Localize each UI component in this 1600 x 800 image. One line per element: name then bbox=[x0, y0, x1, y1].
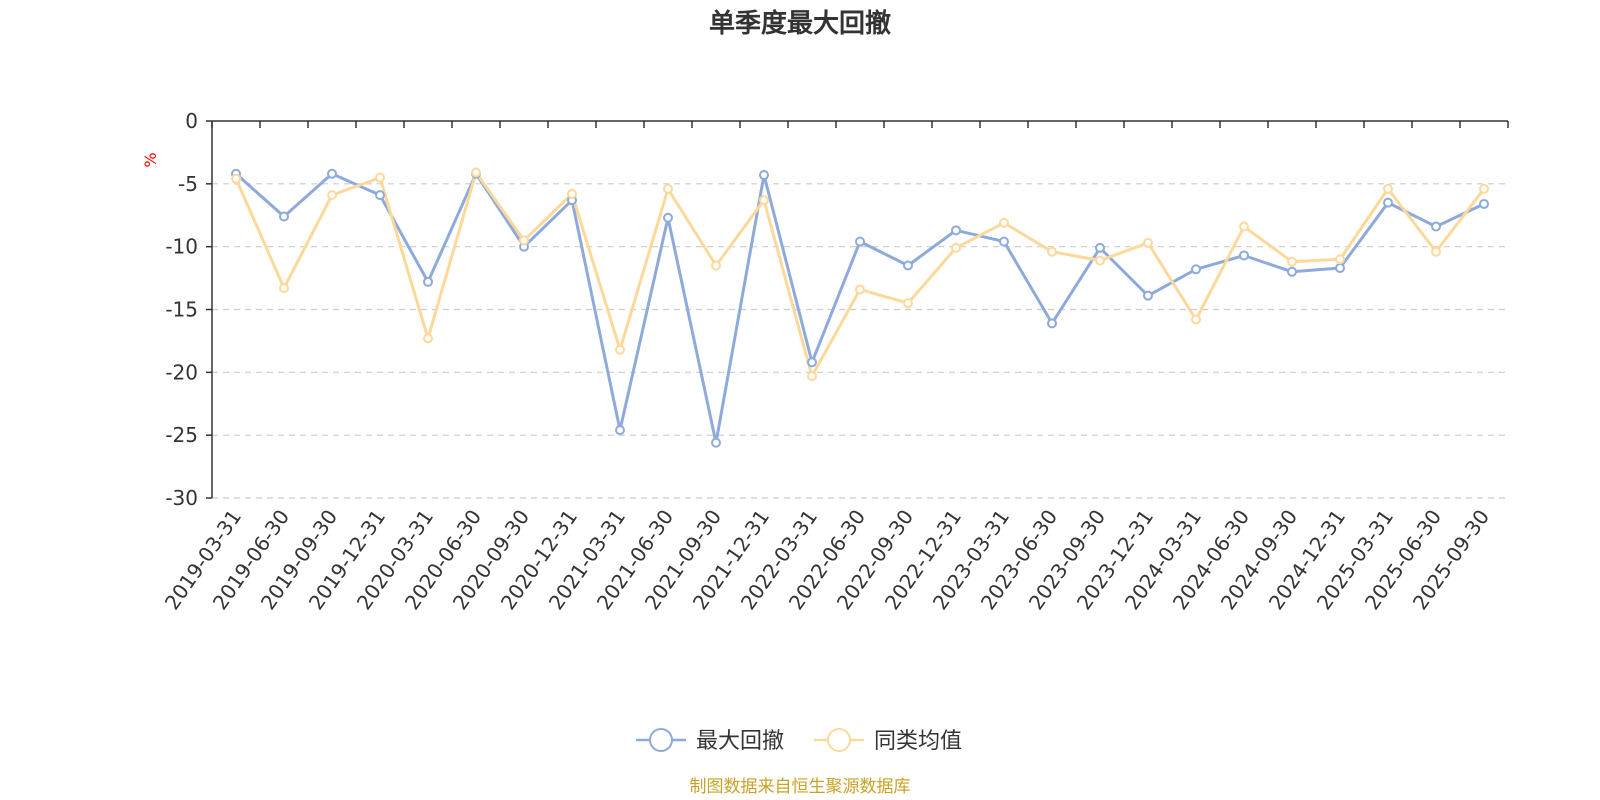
y-tick-label: -30 bbox=[165, 486, 198, 510]
data-point[interactable] bbox=[759, 195, 769, 206]
data-point[interactable] bbox=[423, 333, 433, 344]
data-point[interactable] bbox=[1431, 246, 1441, 257]
data-point[interactable] bbox=[1191, 264, 1201, 275]
data-point[interactable] bbox=[231, 173, 241, 184]
grid-lines bbox=[212, 183, 1508, 499]
data-point[interactable] bbox=[1335, 254, 1345, 265]
data-point[interactable] bbox=[711, 260, 721, 271]
data-source-note: 制图数据来自恒生聚源数据库 bbox=[690, 777, 911, 797]
data-point[interactable] bbox=[807, 371, 817, 382]
data-point[interactable] bbox=[807, 357, 817, 368]
data-point[interactable] bbox=[519, 235, 529, 246]
data-point[interactable] bbox=[903, 298, 913, 309]
chart-title: 单季度最大回撤 bbox=[709, 8, 891, 39]
data-point[interactable] bbox=[1335, 263, 1345, 274]
data-point[interactable] bbox=[615, 425, 625, 436]
data-point[interactable] bbox=[1239, 221, 1249, 232]
data-point[interactable] bbox=[1143, 290, 1153, 301]
data-point[interactable] bbox=[1287, 256, 1297, 267]
data-point[interactable] bbox=[615, 344, 625, 355]
y-tick-label: -10 bbox=[165, 235, 198, 259]
data-point[interactable] bbox=[471, 167, 481, 178]
data-point[interactable] bbox=[663, 183, 673, 194]
data-point[interactable] bbox=[1383, 183, 1393, 194]
data-point[interactable] bbox=[279, 283, 289, 294]
y-tick-label: -20 bbox=[165, 360, 198, 384]
legend-marker-icon bbox=[649, 728, 673, 752]
data-point[interactable] bbox=[1431, 221, 1441, 232]
data-point[interactable] bbox=[1095, 242, 1105, 253]
data-point[interactable] bbox=[279, 211, 289, 222]
data-point[interactable] bbox=[327, 168, 337, 179]
series-group bbox=[231, 167, 1489, 448]
legend-marker-icon bbox=[827, 728, 851, 752]
legend-label: 最大回撤 bbox=[696, 729, 784, 754]
data-point[interactable] bbox=[1095, 255, 1105, 266]
y-axis: 0 -5 -10 -15 -20 -25 -30 bbox=[165, 109, 212, 510]
data-point[interactable] bbox=[1479, 183, 1489, 194]
data-point[interactable] bbox=[1143, 237, 1153, 248]
series-line-1 bbox=[235, 172, 1485, 445]
legend-item-1[interactable]: 最大回撤 bbox=[636, 728, 784, 754]
data-point[interactable] bbox=[1047, 246, 1057, 257]
y-tick-label: -15 bbox=[165, 298, 198, 322]
data-point[interactable] bbox=[951, 225, 961, 236]
data-point[interactable] bbox=[999, 236, 1009, 247]
data-point[interactable] bbox=[423, 276, 433, 287]
x-axis: 2019-03-312019-06-302019-09-302019-12-31… bbox=[160, 121, 1509, 614]
data-point[interactable] bbox=[711, 437, 721, 448]
data-point[interactable] bbox=[1383, 197, 1393, 208]
legend: 最大回撤 同类均值 bbox=[636, 728, 962, 754]
data-point[interactable] bbox=[567, 188, 577, 199]
data-point[interactable] bbox=[903, 260, 913, 271]
data-point[interactable] bbox=[663, 212, 673, 223]
y-tick-label: -25 bbox=[165, 423, 198, 447]
data-point[interactable] bbox=[855, 284, 865, 295]
data-point[interactable] bbox=[1191, 314, 1201, 325]
data-point[interactable] bbox=[1287, 266, 1297, 277]
data-point[interactable] bbox=[855, 236, 865, 247]
legend-label: 同类均值 bbox=[874, 729, 962, 754]
y-tick-label: 0 bbox=[185, 109, 198, 133]
data-point[interactable] bbox=[375, 172, 385, 183]
data-point[interactable] bbox=[1479, 198, 1489, 209]
data-point[interactable] bbox=[1239, 250, 1249, 261]
data-point[interactable] bbox=[375, 190, 385, 201]
y-axis-unit-label: % bbox=[141, 152, 160, 167]
y-tick-label: -5 bbox=[178, 172, 198, 196]
data-point[interactable] bbox=[327, 190, 337, 201]
data-point[interactable] bbox=[1047, 318, 1057, 329]
data-point[interactable] bbox=[759, 170, 769, 181]
data-point[interactable] bbox=[951, 242, 961, 253]
legend-item-2[interactable]: 同类均值 bbox=[814, 728, 962, 754]
data-point[interactable] bbox=[999, 217, 1009, 228]
